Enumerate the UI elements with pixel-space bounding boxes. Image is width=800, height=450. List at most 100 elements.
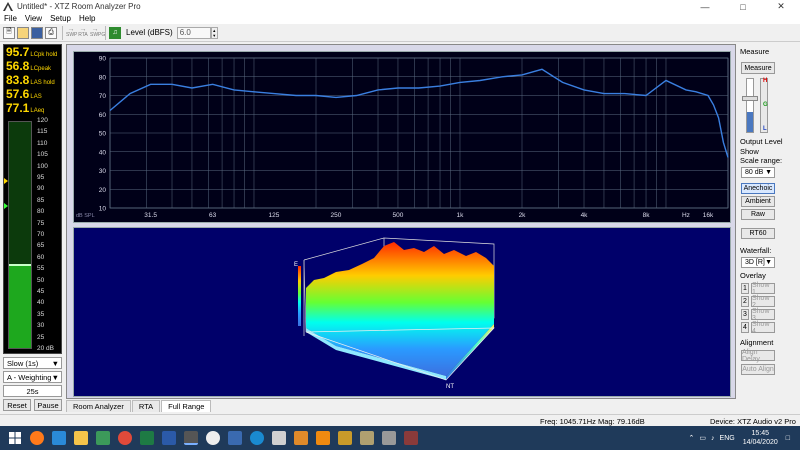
app-icon[interactable] <box>404 431 418 445</box>
tab-room-analyzer[interactable]: Room Analyzer <box>66 400 131 412</box>
meter-label-l: L <box>763 126 767 132</box>
menu-help[interactable]: Help <box>79 14 96 23</box>
weighting-select[interactable]: A - Weighting ▼ <box>3 371 62 383</box>
app-icon[interactable] <box>272 431 286 445</box>
toolbar-divider <box>62 25 63 40</box>
duration-field[interactable]: 25s <box>3 385 62 397</box>
xtz-icon[interactable] <box>184 431 198 445</box>
waterfall-label-nt: NT <box>446 384 454 390</box>
align-delay-button[interactable]: Align Delay <box>741 349 775 363</box>
meter-scale-tick: 70 <box>37 231 45 238</box>
waterfall-front-face <box>306 328 446 380</box>
tab-rta[interactable]: RTA <box>131 400 161 412</box>
app-icon[interactable] <box>382 431 396 445</box>
y-tick-label: 50 <box>99 131 107 138</box>
app-icon[interactable] <box>52 431 66 445</box>
y-tick-label: 70 <box>99 93 107 100</box>
level-input[interactable]: 6.0 <box>176 26 211 39</box>
menu-view[interactable]: View <box>24 14 43 23</box>
clock-time: 15:45 <box>751 430 769 437</box>
auto-align-button[interactable]: Auto Align <box>741 364 775 375</box>
overlay-1-button[interactable]: 1 <box>741 283 749 294</box>
ambient-button[interactable]: Ambient <box>741 196 775 207</box>
windows-start-icon[interactable] <box>8 431 22 445</box>
overlay-3-show-button[interactable]: Show 3 <box>751 308 775 322</box>
overlay-1-show-button[interactable]: Show 1 <box>751 282 775 296</box>
meter-scale-tick: 80 <box>37 208 45 216</box>
app-icon[interactable] <box>360 431 374 445</box>
meter-scale-tick: 45 <box>37 288 45 295</box>
pause-button[interactable]: Pause <box>34 399 62 411</box>
sweep-gen-button[interactable]: → SWPG <box>90 26 106 38</box>
tray-arrow-icon[interactable]: ⌃ <box>688 435 695 442</box>
print-icon[interactable]: ⎙ <box>45 26 57 39</box>
right-control-panel: Measure Measure H G L Output Level Show … <box>738 44 800 399</box>
app-icon[interactable] <box>294 431 308 445</box>
app-icon[interactable] <box>96 431 110 445</box>
overlay-4-show-button[interactable]: Show 4 <box>751 321 775 335</box>
scale-range-select[interactable]: 80 dB ▼ <box>741 167 775 178</box>
measure-button[interactable]: Measure <box>741 62 775 74</box>
maximize-icon[interactable]: □ <box>740 1 746 12</box>
x-tick-label: 16k <box>703 212 714 219</box>
clock[interactable]: 15:45 14/04/2020 <box>743 429 778 447</box>
spin-down-icon[interactable]: ▼ <box>212 32 217 38</box>
sweep-button[interactable]: → SWP <box>66 26 78 38</box>
word-icon[interactable] <box>162 431 176 445</box>
tab-full-range[interactable]: Full Range <box>161 400 212 412</box>
level-scale: 120 115 110 105 100 95 90 85 80 75 70 65 60 55 50 45 40 3… <box>35 117 61 352</box>
waterfall-label-e: E <box>294 262 298 268</box>
eac-icon[interactable] <box>206 431 220 445</box>
notification-icon[interactable]: □ <box>785 434 790 442</box>
x-tick-label: 2k <box>519 212 527 219</box>
overlay-3-button[interactable]: 3 <box>741 309 749 320</box>
volume-icon[interactable]: ♪ <box>711 434 715 442</box>
meter-scale-tick: 35 <box>37 310 45 318</box>
meter-scale-tick: 85 <box>37 196 45 204</box>
vlc-icon[interactable] <box>316 431 330 445</box>
menu-file[interactable]: File <box>4 14 17 23</box>
rta-button[interactable]: → RTA <box>78 26 88 38</box>
speed-select[interactable]: Slow (1s) ▼ <box>3 357 62 369</box>
readout-lcpeak: 56.8 LCpeak <box>6 59 52 73</box>
waterfall-plot[interactable]: E NT <box>73 227 731 397</box>
save-icon[interactable] <box>31 26 43 39</box>
taskbar: ⌃ ▭ ♪ ENG 15:45 14/04/2020 □ <box>0 426 800 450</box>
excel-icon[interactable] <box>140 431 154 445</box>
minimize-icon[interactable]: — <box>700 1 710 12</box>
overlay-2-button[interactable]: 2 <box>741 296 749 307</box>
menu-setup[interactable]: Setup <box>50 14 71 23</box>
rt60-button[interactable]: RT60 <box>741 228 775 239</box>
close-icon[interactable]: ✕ <box>777 1 785 11</box>
generator-icon[interactable]: ♫ <box>109 26 121 39</box>
waterfall-mode-select[interactable]: 3D [R] ▼ <box>741 257 775 268</box>
status-bar: Freq: 1045.71Hz Mag: 79.16dB Device: XTZ… <box>0 414 800 426</box>
level-spinner[interactable]: ▲ ▼ <box>210 26 218 39</box>
status-mag: Mag: 79.16dB <box>598 417 645 426</box>
reset-button[interactable]: Reset <box>3 399 31 411</box>
output-level-meter <box>746 78 754 133</box>
language-indicator[interactable]: ENG <box>719 434 735 442</box>
new-file-icon[interactable]: 🗎 <box>3 26 15 39</box>
firefox-icon[interactable] <box>30 431 44 445</box>
meter-peak-marker <box>4 178 8 185</box>
chrome-icon[interactable] <box>118 431 132 445</box>
raw-button[interactable]: Raw <box>741 209 775 220</box>
app-icon[interactable] <box>228 431 242 445</box>
anechoic-button[interactable]: Anechoic <box>741 183 775 194</box>
overlay-4-button[interactable]: 4 <box>741 322 749 333</box>
folder-icon[interactable] <box>74 431 88 445</box>
frequency-response-plot[interactable]: 90 80 70 60 50 40 30 20 10 31.5 63 125 250 500 1k 2k 4k 8… <box>73 51 731 223</box>
open-folder-icon[interactable] <box>17 26 29 39</box>
spin-up-icon[interactable]: ▲ <box>212 27 217 33</box>
x-tick-label: 4k <box>581 212 589 219</box>
nx-icon[interactable] <box>338 431 352 445</box>
meter-scale-tick: 120 <box>37 117 48 124</box>
x-tick-label: 1k <box>457 212 465 219</box>
overlay-2-show-button[interactable]: Show 2 <box>751 295 775 309</box>
view-tabs: Room Analyzer RTA Full Range <box>66 400 212 412</box>
output-level-fill <box>747 111 753 132</box>
network-icon[interactable]: ▭ <box>699 435 707 442</box>
output-level-slider[interactable] <box>742 96 758 101</box>
app-icon[interactable] <box>250 431 264 445</box>
